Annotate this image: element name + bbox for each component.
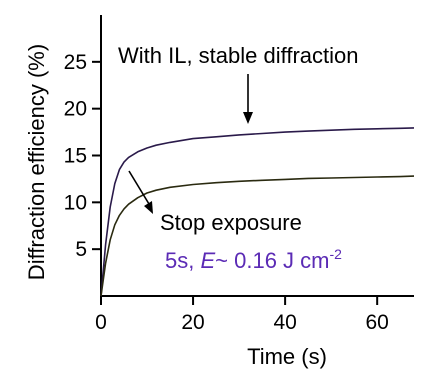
x-tick-label: 0 [95, 311, 107, 334]
y-tick-label: 10 [64, 191, 87, 214]
energy-symbol: E [200, 248, 215, 273]
x-axis-label: Time (s) [247, 344, 327, 369]
x-tick-label: 60 [365, 311, 388, 334]
y-axis-label: Diffraction efficiency (%) [24, 44, 49, 280]
y-tick-label: 15 [64, 145, 87, 168]
series-line-2 [100, 175, 415, 297]
y-tick-label: 5 [75, 238, 87, 261]
series-group [100, 127, 415, 297]
annotation-stop-exposure: Stop exposure [160, 210, 302, 235]
arrow-stop-shaft [128, 170, 150, 205]
arrow-stable-head [243, 112, 253, 124]
annotation-energy: 5s, E~ 0.16 J cm-2 [165, 246, 342, 273]
arrow-stop-head [144, 201, 153, 214]
series-line-1 [100, 127, 415, 297]
y-tick-label: 20 [64, 98, 87, 121]
energy-prefix: 5s, [165, 248, 200, 273]
ticks: 0 20 40 60 5 10 15 20 25 [64, 51, 389, 334]
annotation-stable-diffraction: With IL, stable diffraction [118, 43, 359, 68]
x-tick-label: 40 [273, 311, 296, 334]
y-tick-label: 25 [64, 51, 87, 74]
energy-value: ~ 0.16 J cm [215, 248, 329, 273]
energy-sup: -2 [330, 246, 343, 262]
x-tick-label: 20 [181, 311, 204, 334]
